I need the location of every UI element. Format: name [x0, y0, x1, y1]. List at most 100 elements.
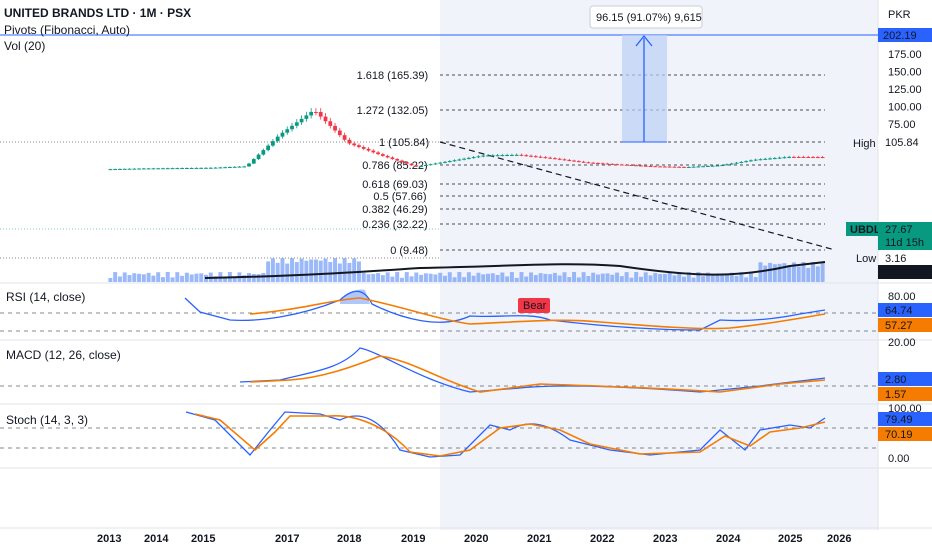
volume-bar: [524, 276, 529, 282]
time-tick-label: 2024: [716, 533, 741, 545]
candle-body: [610, 163, 615, 165]
volume-bar: [595, 274, 600, 282]
target-tag: [878, 28, 932, 42]
volume-bar: [500, 272, 505, 282]
measure-label-box: [589, 5, 703, 29]
volume-bar: [667, 273, 672, 282]
candle-body: [510, 154, 514, 156]
candle-body: [127, 168, 132, 170]
time-tick-label: 2017: [275, 533, 299, 545]
volume-bar: [333, 258, 338, 282]
rsi-value: 64.74: [885, 305, 913, 317]
candle-body: [486, 155, 490, 157]
volume-bar: [117, 276, 122, 282]
candle-body: [433, 163, 438, 165]
candle-body: [419, 165, 423, 167]
volume-bar: [529, 272, 534, 282]
volume-bar: [533, 275, 538, 282]
candle-body: [414, 165, 419, 167]
volume-bar: [634, 272, 639, 282]
volume-bar: [739, 272, 744, 282]
volume-bar: [399, 277, 404, 282]
candle-body: [820, 157, 825, 159]
candle-body: [701, 166, 705, 168]
rsi-tick: 80.00: [888, 291, 916, 303]
candle-body: [118, 168, 122, 170]
candle-body: [290, 125, 294, 130]
candle-body: [658, 166, 662, 168]
stoch-k-value: 79.49: [885, 414, 913, 426]
candle-body: [562, 159, 567, 161]
candle-body: [815, 157, 820, 159]
trend-line: [439, 141, 836, 251]
rsi-line: [184, 290, 826, 331]
candle-body: [275, 136, 280, 142]
volume-bar: [366, 274, 371, 282]
time-tick-label: 2021: [527, 533, 551, 545]
rsi-legend[interactable]: RSI (14, close): [6, 290, 86, 304]
candle-body: [653, 166, 658, 168]
candle-body: [643, 165, 648, 167]
last-price-value: 27.67: [885, 224, 913, 236]
macd-signal-value: 1.57: [885, 389, 906, 401]
time-tick-label: 2022: [590, 533, 614, 545]
candle-body: [758, 159, 763, 161]
volume-bar: [629, 277, 634, 282]
volume-bar: [763, 265, 768, 282]
volume-bar: [443, 275, 447, 282]
volume-bar: [380, 275, 385, 282]
fib-level-label: 0 (9.48): [390, 245, 428, 257]
candle-body: [156, 168, 161, 170]
candle-body: [271, 141, 275, 146]
volume-bar: [462, 277, 467, 282]
pivots-legend[interactable]: Pivots (Fibonacci, Auto): [4, 23, 131, 37]
candle-body: [495, 155, 500, 157]
volume-bar: [696, 272, 701, 282]
volume-legend[interactable]: Vol (20): [4, 39, 46, 53]
fib-level-label: 0.382 (46.29): [362, 204, 427, 216]
volume-bar: [395, 272, 400, 282]
time-tick-label: 2025: [778, 533, 802, 545]
volume-bar: [682, 276, 686, 282]
volume-bar: [615, 272, 620, 282]
time-tick-label: 2015: [191, 533, 215, 545]
candle-body: [801, 156, 806, 158]
volume-bar: [748, 272, 753, 282]
macd-tick: 20.00: [888, 337, 916, 349]
volume-bar: [543, 273, 548, 282]
candle-body: [395, 159, 400, 161]
stoch-tick-low: 0.00: [888, 453, 909, 465]
macd-legend[interactable]: MACD (12, 26, close): [6, 348, 121, 362]
candle-body: [514, 154, 519, 156]
high-value: 105.84: [885, 137, 919, 149]
candle-body: [141, 168, 146, 170]
high-label: High: [853, 138, 876, 150]
stoch-legend[interactable]: Stoch (14, 3, 3): [6, 413, 89, 427]
candle-body: [371, 150, 376, 153]
volume-ma-line: [204, 261, 826, 279]
volume-value: 703.29K: [883, 267, 925, 279]
time-tick-label: 2026: [827, 533, 851, 545]
candle-body: [667, 166, 672, 168]
fib-level-label: 0.5 (57.66): [373, 191, 426, 203]
volume-bar: [433, 274, 438, 282]
volume-bar: [691, 277, 696, 282]
candle-body: [749, 160, 753, 162]
candle-body: [777, 157, 782, 159]
volume-bar: [352, 258, 357, 282]
volume-bar: [290, 258, 295, 282]
volume-bar: [113, 272, 118, 282]
candle-body: [223, 167, 227, 169]
candle-body: [247, 163, 251, 167]
volume-bar: [385, 272, 390, 282]
candle-body: [428, 164, 433, 166]
fib-level-label: 0.786 (85.22): [362, 160, 427, 172]
volume-bar: [299, 258, 304, 282]
volume-bar: [132, 273, 137, 282]
low-label: Low: [856, 253, 876, 265]
candle-body: [194, 167, 199, 169]
volume-bar: [610, 274, 615, 282]
candle-body: [242, 166, 247, 168]
